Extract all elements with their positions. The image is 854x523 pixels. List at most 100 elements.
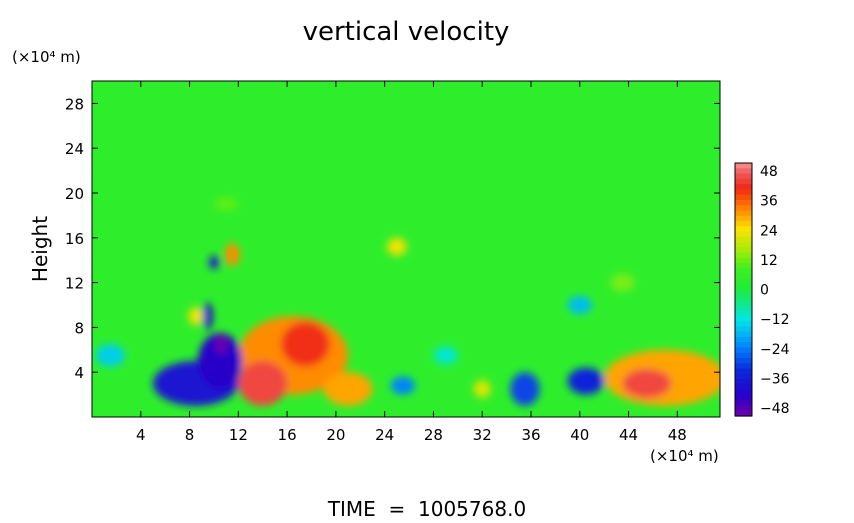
y-tick-label: 12: [65, 275, 84, 293]
colorbar-segment: [735, 220, 752, 227]
velocity-feature-2: [238, 361, 288, 406]
colorbar-segment: [735, 263, 752, 270]
x-tick-label: 48: [668, 426, 687, 444]
y-tick-label: 20: [65, 185, 84, 203]
velocity-feature-20: [433, 346, 458, 365]
y-tick-label: 8: [74, 319, 84, 337]
colorbar-tick-label: −36: [760, 371, 790, 387]
colorbar-segment: [735, 373, 752, 380]
colorbar-segment: [735, 168, 752, 175]
colorbar-segment: [735, 278, 752, 285]
colorbar-segment: [735, 194, 752, 201]
x-unit-label: (×10⁴ m): [650, 447, 719, 465]
colorbar-segment: [735, 215, 752, 222]
plot-area: [92, 81, 720, 417]
colorbar: [734, 162, 753, 417]
velocity-feature-13: [224, 243, 240, 266]
colorbar-segment: [735, 236, 752, 243]
colorbar-segment: [735, 331, 752, 338]
colorbar-segment: [735, 405, 752, 412]
colorbar-segment: [735, 199, 752, 206]
colorbar-segment: [735, 336, 752, 343]
colorbar-segment: [735, 321, 752, 327]
colorbar-segment: [735, 289, 752, 296]
y-axis-label: Height: [28, 216, 52, 282]
velocity-feature-5: [622, 368, 672, 398]
colorbar-segment: [735, 305, 752, 312]
velocity-feature-21: [213, 197, 239, 211]
y-tick-label: 4: [74, 364, 84, 382]
colorbar-segment: [735, 352, 752, 359]
x-tick-label: 28: [424, 426, 443, 444]
colorbar-segment: [735, 252, 752, 259]
velocity-feature-12: [95, 344, 125, 367]
velocity-feature-11: [390, 376, 416, 395]
y-tick-label: 16: [65, 230, 84, 248]
colorbar-segment: [735, 257, 752, 264]
plot-frame: [91, 80, 721, 418]
colorbar-tick-label: 0: [760, 283, 769, 299]
x-tick-label: 40: [570, 426, 589, 444]
colorbar-segment: [735, 347, 752, 354]
velocity-feature-3: [323, 372, 373, 406]
colorbar-segment: [735, 231, 752, 238]
colorbar-segment: [735, 358, 752, 364]
velocity-feature-18: [567, 296, 592, 314]
velocity-feature-16: [188, 307, 203, 326]
colorbar-segment: [735, 410, 752, 417]
x-tick-label: 36: [521, 426, 540, 444]
x-tick-label: 12: [229, 426, 248, 444]
velocity-feature-1: [281, 321, 330, 367]
colorbar-segment: [735, 184, 752, 190]
x-tick-label: 4: [136, 426, 146, 444]
colorbar-segment: [735, 310, 752, 317]
colorbar-segment: [735, 363, 752, 370]
x-axis-ticks: 4 8 12 16 20 24 28 32 36 40 44 48: [136, 81, 687, 444]
colorbar-tick-label: −24: [760, 342, 790, 358]
colorbar-segment: [735, 178, 752, 185]
colorbar-segment: [735, 368, 752, 375]
y-tick-label: 28: [65, 95, 84, 113]
chart-title: vertical velocity: [303, 17, 510, 47]
colorbar-segment: [735, 384, 752, 391]
colorbar-segment: [735, 284, 752, 291]
colorbar-segment: [735, 273, 752, 280]
colorbar-segment: [735, 342, 752, 349]
x-tick-label: 20: [326, 426, 345, 444]
colorbar-segment: [735, 163, 752, 169]
x-tick-label: 24: [375, 426, 394, 444]
colorbar-segment: [735, 379, 752, 385]
colorbar-segment: [735, 210, 752, 217]
colorbar-segment: [735, 389, 752, 396]
velocity-feature-22: [610, 273, 635, 292]
time-footer: TIME = 1005768.0: [327, 497, 526, 519]
y-axis-ticks: 4 8 12 16 20 24 28: [65, 95, 720, 382]
velocity-feature-8: [215, 335, 228, 354]
colorbar-segment: [735, 394, 752, 401]
velocity-feature-14: [209, 255, 219, 270]
colorbar-segment: [735, 268, 752, 275]
colorbar-segment: [735, 242, 752, 248]
velocity-feature-7: [198, 333, 242, 389]
colorbar-segment: [735, 189, 752, 196]
x-tick-label: 44: [619, 426, 638, 444]
y-tick-label: 24: [65, 140, 84, 158]
colorbar-segment: [735, 300, 752, 306]
colorbar-segment: [735, 400, 752, 407]
colorbar-segment: [735, 205, 752, 212]
x-tick-label: 8: [185, 426, 195, 444]
velocity-feature-10: [510, 372, 540, 406]
colorbar-tick-label: 12: [760, 253, 778, 269]
colorbar-frame: [734, 162, 753, 417]
colorbar-segment: [735, 294, 752, 301]
y-unit-label: (×10⁴ m): [12, 48, 81, 66]
velocity-feature-17: [202, 302, 213, 330]
velocity-feature-15: [387, 237, 407, 256]
colorbar-tick-label: 48: [760, 164, 778, 180]
colorbar-segment: [735, 247, 752, 254]
colorbar-ticks: 48 36 24 12 0 −12 −24 −36 −48: [760, 164, 790, 417]
colorbar-segment: [735, 326, 752, 333]
colorbar-tick-label: 36: [760, 194, 778, 210]
colorbar-tick-label: −12: [760, 312, 790, 328]
